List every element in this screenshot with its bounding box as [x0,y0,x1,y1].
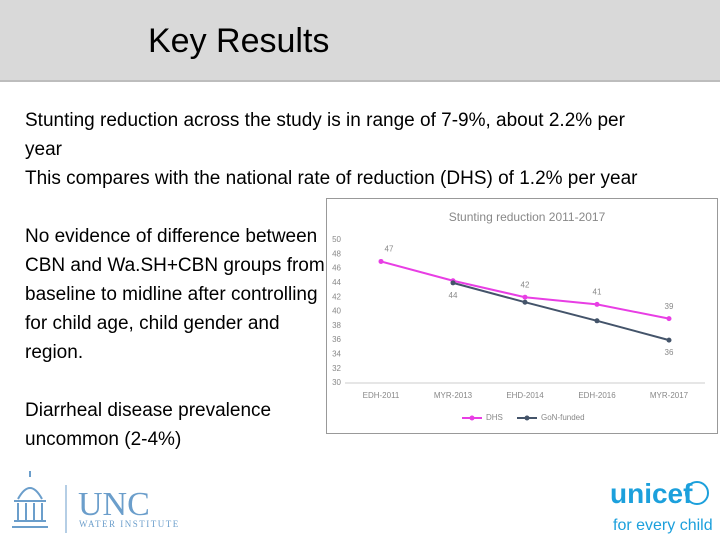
point [378,258,384,264]
chart: Stunting reduction 2011-2017 30 32 34 36 38 4… [326,198,718,434]
chart-title: Stunting reduction 2011-2017 [449,210,606,224]
y-tick-label: 34 [332,350,341,359]
paragraph: Stunting reduction across the study is i… [25,110,625,160]
logo-text: unicef [610,478,693,509]
x-tick-label: EDH-2016 [578,391,616,400]
data-label: 42 [521,280,530,289]
y-tick-label: 46 [332,264,341,273]
data-label: 44 [449,291,458,300]
y-tick-label: 48 [332,249,341,258]
point [594,318,600,324]
paragraph: This compares with the national rate of … [25,168,638,189]
x-tick-label: EDH-2011 [363,391,400,400]
point [666,337,672,343]
legend-label: DHS [486,413,503,422]
series-line [380,260,670,320]
y-tick-label: 30 [332,378,341,387]
logo-subtitle: WATER INSTITUTE [79,519,180,529]
point [450,280,456,286]
x-tick-label: EHD-2014 [506,391,544,400]
point [666,316,672,322]
legend-marker [469,415,475,421]
slide-title: Key Results [148,22,330,60]
data-label: 36 [665,348,674,357]
paragraph: Diarrheal disease prevalence uncommon (2… [25,400,272,450]
y-tick-label: 40 [332,307,341,316]
y-tick-label: 50 [332,235,341,244]
legend-label: GoN-funded [541,413,585,422]
series-line [452,281,670,342]
unc-icon [12,471,48,528]
y-tick-label: 38 [332,321,341,330]
point [522,294,528,300]
data-label: 41 [593,287,602,296]
footer: UNC WATER INSTITUTE unicef for every chi… [12,471,713,534]
legend-marker [524,415,530,421]
logo-tagline: for every child [613,517,713,534]
y-tick-label: 44 [332,278,341,287]
y-tick-label: 32 [332,364,341,373]
y-tick-label: 42 [332,292,341,301]
x-tick-label: MYR-2017 [650,391,689,400]
point [594,301,600,307]
point [522,299,528,305]
unicef-icon [685,481,709,505]
data-label: 47 [385,245,394,254]
data-label: 39 [665,302,674,311]
paragraph: No evidence of difference between CBN an… [25,226,325,363]
y-tick-label: 36 [332,335,341,344]
logo-text: UNC [78,486,150,523]
header: Key Results [0,0,720,82]
x-tick-label: MYR-2013 [434,391,473,400]
